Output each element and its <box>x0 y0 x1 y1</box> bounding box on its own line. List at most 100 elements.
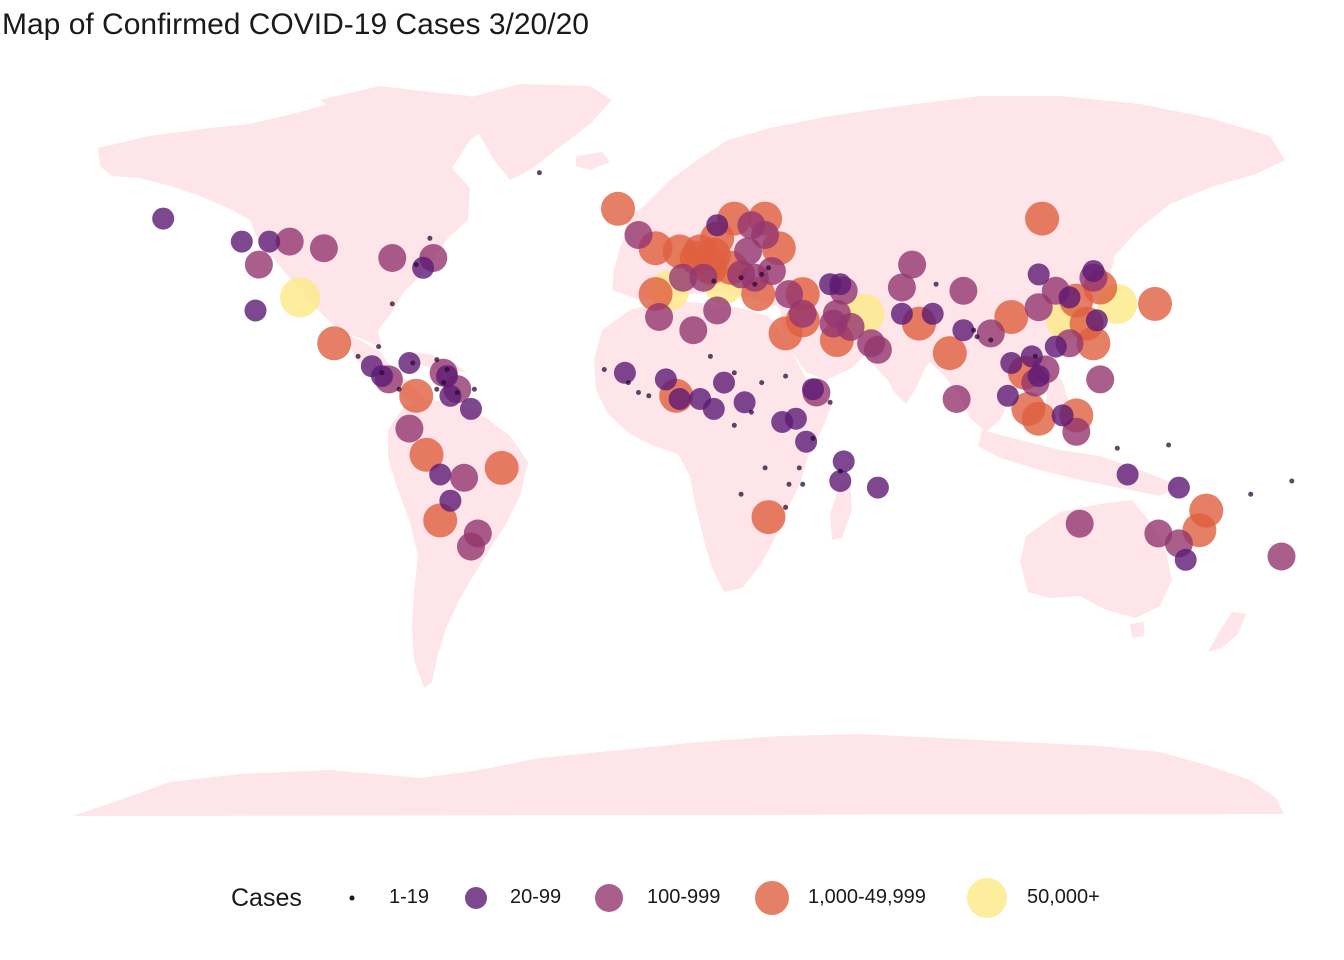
case-marker <box>668 388 691 410</box>
case-marker <box>378 244 407 272</box>
case-marker <box>645 303 674 331</box>
case-marker <box>689 263 718 292</box>
case-markers <box>152 170 1296 571</box>
case-marker <box>988 337 994 343</box>
case-marker <box>679 316 708 345</box>
case-marker <box>932 336 967 371</box>
case-marker <box>707 353 713 359</box>
case-marker <box>996 384 1019 407</box>
case-marker <box>636 390 641 395</box>
case-marker <box>971 327 977 333</box>
case-marker <box>371 365 393 388</box>
case-marker <box>713 371 735 394</box>
case-marker <box>1189 493 1224 528</box>
case-marker <box>702 397 725 420</box>
case-marker <box>1085 309 1108 332</box>
case-marker <box>711 278 717 284</box>
tasmania-landmass <box>1130 622 1144 638</box>
case-marker <box>768 316 803 351</box>
case-marker <box>423 503 458 538</box>
case-marker <box>976 319 1005 348</box>
case-marker <box>731 370 737 376</box>
case-marker <box>1166 442 1172 448</box>
case-marker <box>601 191 635 226</box>
case-marker <box>457 532 485 561</box>
case-marker <box>244 250 273 279</box>
case-marker <box>738 491 744 497</box>
case-marker <box>1000 352 1023 374</box>
case-marker <box>766 265 771 271</box>
case-marker <box>646 393 652 399</box>
case-marker <box>376 344 382 350</box>
case-marker <box>890 302 913 325</box>
case-marker <box>788 299 817 328</box>
australia-landmass <box>1020 500 1172 618</box>
madagascar-landmass <box>830 480 852 540</box>
case-marker <box>994 300 1029 334</box>
case-marker <box>439 384 462 407</box>
case-marker <box>409 437 444 472</box>
case-marker <box>974 334 980 340</box>
case-marker <box>413 262 419 268</box>
case-marker <box>669 263 697 292</box>
case-marker <box>309 234 338 263</box>
case-marker <box>396 386 402 392</box>
case-marker <box>1020 345 1043 368</box>
arctic-islands <box>320 86 430 118</box>
case-marker <box>1248 491 1254 497</box>
case-marker <box>802 378 824 401</box>
case-marker <box>230 230 253 253</box>
case-marker <box>775 280 803 309</box>
case-marker <box>949 276 978 305</box>
case-marker <box>887 273 916 302</box>
eurasia-landmass <box>612 96 1285 432</box>
case-marker <box>921 302 944 325</box>
case-marker <box>244 299 267 322</box>
case-marker <box>471 386 477 392</box>
case-marker <box>1114 445 1120 451</box>
case-marker <box>410 360 416 366</box>
case-marker <box>613 361 636 384</box>
case-marker <box>703 296 732 325</box>
case-marker <box>444 367 450 372</box>
case-marker <box>441 380 447 386</box>
case-marker <box>379 370 385 376</box>
case-marker <box>389 301 395 307</box>
greenland-landmass <box>460 84 612 180</box>
case-marker <box>427 235 433 241</box>
case-marker <box>752 281 758 287</box>
case-marker <box>1058 286 1081 309</box>
case-marker <box>786 481 792 487</box>
case-marker <box>355 353 361 359</box>
case-marker <box>1025 201 1060 236</box>
case-marker <box>827 399 833 405</box>
iceland-landmass <box>576 152 610 170</box>
case-marker <box>795 430 818 453</box>
case-marker <box>1076 326 1111 361</box>
case-marker <box>952 319 975 342</box>
case-marker <box>317 326 352 361</box>
land-layer <box>72 84 1285 816</box>
case-marker <box>484 450 519 485</box>
case-marker <box>460 397 482 420</box>
scandinavia-landmass <box>680 148 760 212</box>
case-marker <box>942 385 971 413</box>
case-marker <box>898 250 927 279</box>
case-marker <box>810 435 816 441</box>
case-marker <box>536 170 542 176</box>
case-marker <box>1051 404 1074 427</box>
case-marker <box>759 380 765 386</box>
case-marker <box>398 352 421 374</box>
case-marker <box>454 390 460 395</box>
case-marker <box>706 214 729 237</box>
case-marker <box>748 409 754 415</box>
case-marker <box>625 380 631 386</box>
case-marker <box>638 277 673 312</box>
case-marker <box>751 500 786 535</box>
case-marker <box>1021 401 1056 436</box>
case-marker <box>762 465 768 471</box>
north-america-landmass <box>98 90 500 348</box>
case-marker <box>1044 335 1067 358</box>
case-marker <box>933 281 939 287</box>
